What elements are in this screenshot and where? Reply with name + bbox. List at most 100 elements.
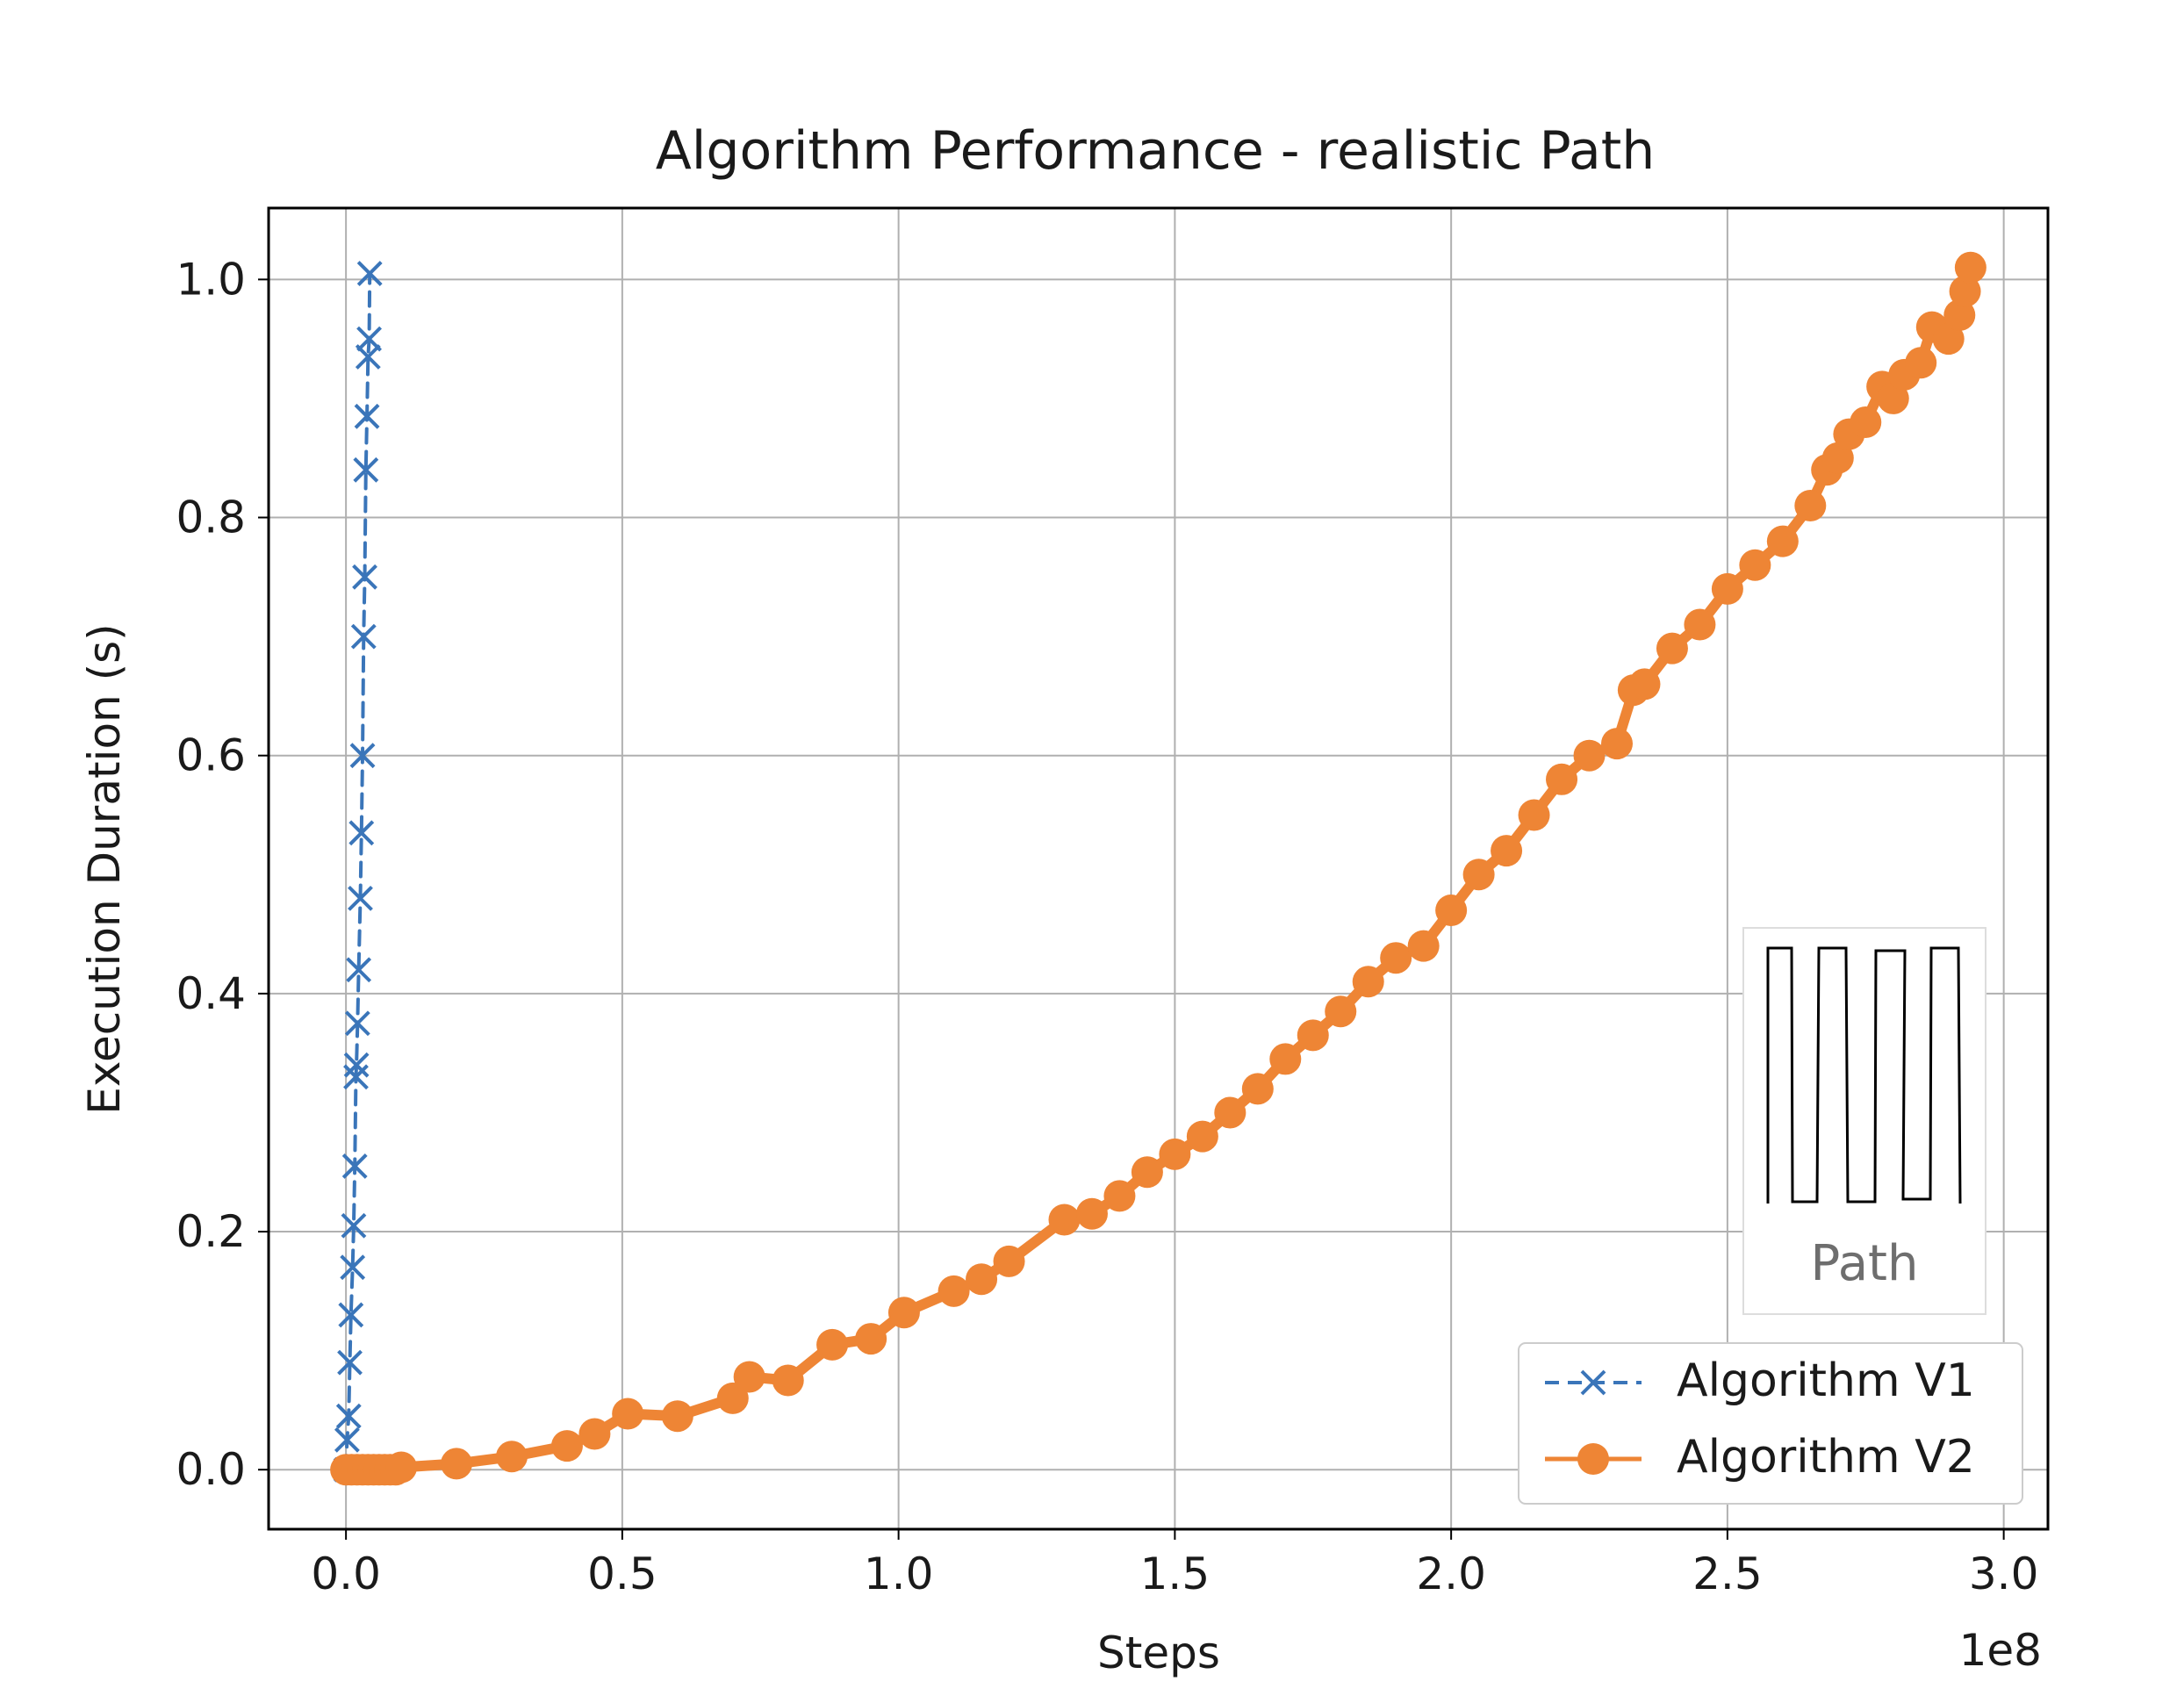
x-marker-stroke xyxy=(335,1403,362,1429)
x-tick-label: 3.0 xyxy=(1969,1549,2039,1599)
path-inset: Path xyxy=(1742,927,1986,1315)
data-point xyxy=(343,1064,369,1090)
data-point xyxy=(1325,995,1357,1028)
data-point xyxy=(338,1302,364,1328)
legend-box xyxy=(1518,1342,2023,1505)
data-point xyxy=(855,1323,887,1355)
inset-panel xyxy=(1742,927,1986,1315)
data-point xyxy=(356,326,382,352)
data-point xyxy=(1297,1019,1329,1052)
data-point xyxy=(348,885,373,911)
x-tick-label: 0.0 xyxy=(311,1549,381,1599)
data-point xyxy=(1380,942,1412,974)
y-tick-label: 0.4 xyxy=(176,968,246,1019)
y-axis-label: Execution Duration (s) xyxy=(79,623,130,1114)
data-point xyxy=(733,1361,765,1393)
x-tick-label: 2.0 xyxy=(1416,1549,1486,1599)
x-marker-stroke xyxy=(341,1153,368,1179)
data-point xyxy=(441,1448,473,1480)
data-point xyxy=(578,1418,611,1450)
data-point xyxy=(1877,382,1909,414)
x-marker-stroke xyxy=(344,1010,370,1037)
x-axis-offset-label: 1e8 xyxy=(1959,1625,2042,1676)
series-layer xyxy=(330,251,1986,1486)
data-point xyxy=(1269,1043,1302,1075)
x-marker-stroke xyxy=(354,403,380,429)
x-tick-label: 2.5 xyxy=(1692,1549,1763,1599)
data-point xyxy=(1656,632,1688,665)
legend-label-algorithm-v2: Algorithm V2 xyxy=(1677,1431,1975,1484)
data-point xyxy=(1684,608,1716,641)
data-point xyxy=(938,1275,970,1307)
x-marker-stroke xyxy=(1580,1369,1606,1396)
data-point xyxy=(335,1403,362,1429)
x-marker-stroke xyxy=(341,1212,367,1239)
data-point xyxy=(1600,728,1633,760)
data-point xyxy=(1711,572,1743,605)
data-point xyxy=(716,1382,749,1414)
x-axis: 0.0 0.5 1.0 1.5 2.0 2.5 3.0 xyxy=(311,1529,2038,1599)
series-algorithm-v2 xyxy=(330,251,1986,1486)
data-point xyxy=(1048,1204,1081,1236)
x-tick-label: 1.0 xyxy=(864,1549,934,1599)
data-point xyxy=(341,1212,367,1239)
legend: Algorithm V1 Algorithm V2 xyxy=(1518,1342,2023,1505)
legend-marker-algorithm-v2 xyxy=(1577,1443,1609,1475)
data-point xyxy=(1186,1120,1218,1153)
data-point xyxy=(346,957,372,983)
data-point xyxy=(1573,739,1606,772)
data-point xyxy=(550,1430,583,1462)
y-tick-label: 1.0 xyxy=(176,254,246,305)
data-point xyxy=(1075,1197,1108,1230)
data-point xyxy=(1905,347,1937,379)
x-marker-stroke xyxy=(356,326,382,352)
legend-entry-algorithm-v1 xyxy=(1545,1369,1642,1396)
series-algorithm-v1 xyxy=(333,261,383,1483)
x-marker-stroke xyxy=(348,885,373,911)
data-point xyxy=(1131,1156,1163,1189)
data-point xyxy=(354,403,380,429)
data-point xyxy=(348,820,375,846)
legend-marker-algorithm-v1 xyxy=(1580,1369,1606,1396)
x-marker-stroke xyxy=(346,957,372,983)
chart-title: Algorithm Performance - realistic Path xyxy=(656,120,1656,182)
data-point xyxy=(661,1400,693,1433)
data-point xyxy=(993,1245,1025,1277)
x-tick-label: 0.5 xyxy=(587,1549,657,1599)
data-point xyxy=(340,1254,366,1281)
data-point xyxy=(1491,835,1523,867)
data-point xyxy=(341,1153,368,1179)
data-point xyxy=(1241,1073,1274,1105)
data-point xyxy=(385,1451,418,1484)
data-point xyxy=(1739,549,1771,581)
data-point xyxy=(887,1297,920,1329)
data-point xyxy=(966,1263,998,1296)
data-point xyxy=(350,623,377,650)
legend-entry-algorithm-v2 xyxy=(1545,1443,1642,1475)
data-point xyxy=(1159,1138,1191,1170)
data-point xyxy=(1949,275,1981,307)
y-tick-label: 0.6 xyxy=(176,730,246,781)
x-marker-stroke xyxy=(356,261,383,286)
series-line-algorithm-v1 xyxy=(344,271,372,1472)
x-marker-stroke xyxy=(343,1064,369,1090)
data-point xyxy=(1943,299,1976,332)
x-marker-stroke xyxy=(348,820,375,846)
x-tick-label: 1.5 xyxy=(1140,1549,1211,1599)
data-point xyxy=(1794,489,1827,521)
data-point xyxy=(1407,930,1440,962)
x-marker-stroke xyxy=(340,1254,366,1281)
x-marker-stroke xyxy=(352,564,377,590)
data-point xyxy=(1850,406,1882,439)
x-marker-stroke xyxy=(350,623,377,650)
data-point xyxy=(353,456,379,483)
data-point xyxy=(772,1364,804,1397)
x-axis-label: Steps xyxy=(1097,1628,1220,1678)
data-point xyxy=(1103,1180,1136,1212)
plot-frame xyxy=(267,206,2050,1531)
inset-path-drawing xyxy=(1766,946,1962,1204)
data-point xyxy=(1214,1096,1246,1129)
data-point xyxy=(1435,894,1468,926)
data-point xyxy=(356,261,383,286)
x-marker-stroke xyxy=(337,1349,363,1376)
